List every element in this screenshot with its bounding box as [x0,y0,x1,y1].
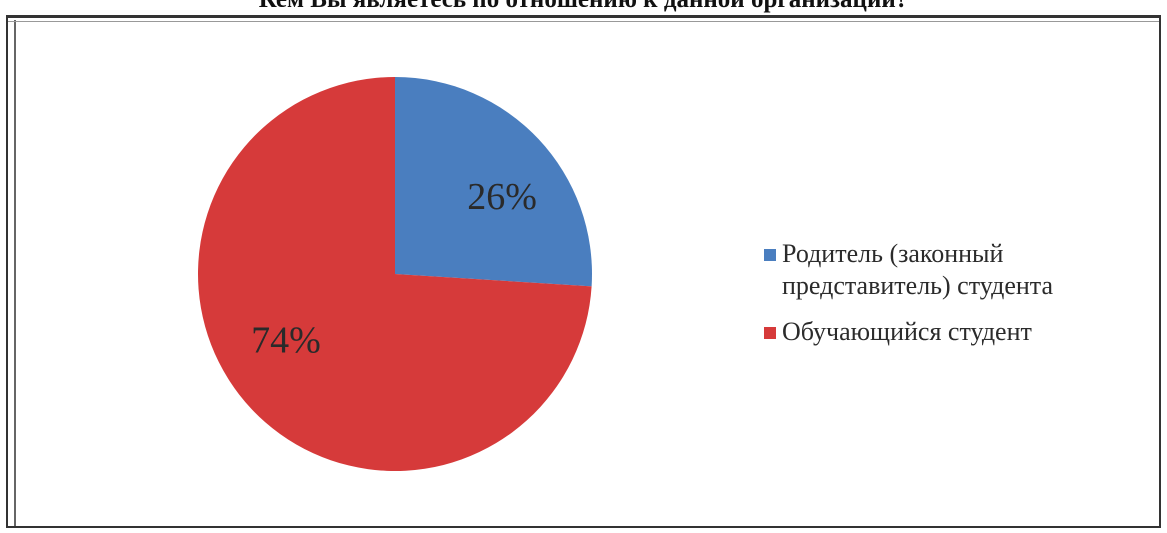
legend-item: Обучающийся студент [764,316,1122,348]
pie-data-labels: 26% 74% [251,176,537,361]
chart-title: Кем Вы являетесь по отношению к данной о… [0,0,1167,14]
frame-line [8,21,1159,22]
pie-data-label: 26% [467,176,537,218]
pie-slices [197,77,592,471]
legend-swatch [764,327,776,339]
legend: Родитель (законный представитель) студен… [764,238,1122,362]
legend-label: Обучающийся студент [782,317,1032,346]
legend-swatch [764,249,776,261]
pie-slice [197,77,592,471]
legend-label: Родитель (законный представитель) студен… [782,239,1054,300]
legend-item: Родитель (законный представитель) студен… [764,238,1122,302]
frame-line [14,20,16,526]
pie-slice [395,77,592,287]
pie-data-label: 74% [251,319,321,361]
